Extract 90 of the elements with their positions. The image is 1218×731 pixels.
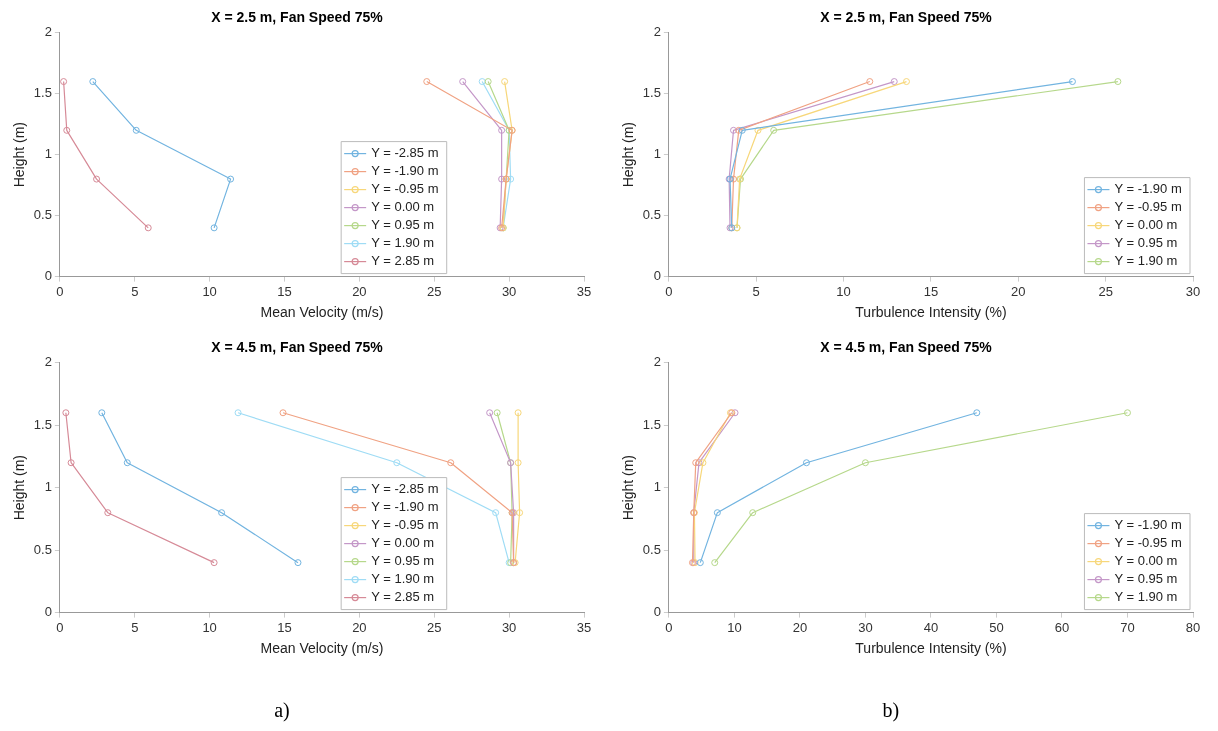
y-tick-label: 0.5 <box>642 541 661 557</box>
x-tick-label: 20 <box>352 283 367 299</box>
x-tick-label: 40 <box>923 619 939 635</box>
y-tick-label: 0 <box>44 604 52 620</box>
x-tick-label: 5 <box>131 283 139 299</box>
x-tick-label: 30 <box>858 619 873 635</box>
legend-label: Y = -1.90 m <box>371 163 439 179</box>
x-tick-label: 20 <box>352 619 367 635</box>
x-tick-label: 0 <box>56 283 64 299</box>
legend-label: Y = -0.95 m <box>1114 535 1182 551</box>
y-axis-title: Height (m) <box>620 122 637 188</box>
x-tick-label: 25 <box>1098 283 1113 299</box>
x-tick-label: 10 <box>727 619 742 635</box>
y-tick-label: 0 <box>653 268 661 284</box>
x-tick-label: 5 <box>131 619 139 635</box>
text: a) <box>274 699 290 723</box>
legend-label: Y = 1.90 m <box>371 235 435 251</box>
y-axis-title: Height (m) <box>11 122 28 188</box>
x-tick-label: 0 <box>665 619 673 635</box>
x-tick-label: 35 <box>576 283 592 299</box>
legend-label: Y = 0.00 m <box>371 199 435 215</box>
x-tick-label: 10 <box>836 283 851 299</box>
legend-label: Y = 0.00 m <box>1114 217 1178 233</box>
x-axis-title: Turbulence Intensity (%) <box>855 640 1007 657</box>
x-axis-title: Mean Velocity (m/s) <box>260 640 384 657</box>
chart-title: X = 4.5 m, Fan Speed 75% <box>820 339 993 356</box>
chart-title: X = 2.5 m, Fan Speed 75% <box>211 9 384 26</box>
x-tick-label: 20 <box>1011 283 1026 299</box>
legend-label: Y = -0.95 m <box>1114 199 1182 215</box>
legend-label: Y = 0.00 m <box>1114 553 1178 569</box>
legend-label: Y = 0.00 m <box>371 535 435 551</box>
y-tick-label: 1.5 <box>642 85 661 101</box>
y-tick-label: 1 <box>44 146 52 162</box>
legend-label: Y = 0.95 m <box>371 553 435 569</box>
x-axis-title: Turbulence Intensity (%) <box>855 304 1007 321</box>
legend-label: Y = 1.90 m <box>1114 589 1178 605</box>
legend-label: Y = 1.90 m <box>1114 253 1178 269</box>
legend-label: Y = -2.85 m <box>371 145 439 161</box>
x-tick-label: 25 <box>427 619 442 635</box>
x-tick-label: 50 <box>989 619 1004 635</box>
y-tick-label: 2 <box>44 354 52 370</box>
y-tick-label: 1 <box>653 146 661 162</box>
x-tick-label: 10 <box>202 283 217 299</box>
x-tick-label: 25 <box>427 283 442 299</box>
y-axis-title: Height (m) <box>620 455 637 521</box>
legend-label: Y = 0.95 m <box>1114 235 1178 251</box>
y-tick-label: 2 <box>653 24 661 40</box>
y-tick-label: 0 <box>44 268 52 284</box>
x-tick-label: 5 <box>752 283 760 299</box>
y-tick-label: 1.5 <box>33 416 52 432</box>
x-tick-label: 15 <box>277 283 292 299</box>
y-tick-label: 0 <box>653 604 661 620</box>
y-tick-label: 1 <box>44 479 52 495</box>
x-tick-label: 0 <box>56 619 64 635</box>
y-tick-label: 1.5 <box>33 85 52 101</box>
chart-title: X = 2.5 m, Fan Speed 75% <box>820 9 993 26</box>
x-tick-label: 60 <box>1054 619 1070 635</box>
y-tick-label: 2 <box>653 354 661 370</box>
legend-label: Y = -2.85 m <box>371 481 439 497</box>
legend-label: Y = -1.90 m <box>1114 181 1182 197</box>
y-tick-label: 0.5 <box>33 541 52 557</box>
x-tick-label: 20 <box>792 619 808 635</box>
legend-label: Y = -1.90 m <box>1114 517 1182 533</box>
legend-label: Y = -0.95 m <box>371 517 439 533</box>
x-tick-label: 80 <box>1185 619 1201 635</box>
x-axis-title: Mean Velocity (m/s) <box>260 304 384 321</box>
y-tick-label: 2 <box>44 24 52 40</box>
legend-label: Y = -0.95 m <box>371 181 439 197</box>
legend-label: Y = 0.95 m <box>1114 571 1178 587</box>
x-tick-label: 35 <box>576 619 592 635</box>
y-tick-label: 1 <box>653 479 661 495</box>
legend-label: Y = -1.90 m <box>371 499 439 515</box>
y-tick-label: 0.5 <box>33 207 52 223</box>
y-tick-label: 1.5 <box>642 416 661 432</box>
x-tick-label: 10 <box>202 619 217 635</box>
legend-label: Y = 0.95 m <box>371 217 435 233</box>
x-tick-label: 30 <box>501 283 517 299</box>
legend-label: Y = 1.90 m <box>371 571 435 587</box>
y-axis-title: Height (m) <box>11 455 28 521</box>
x-tick-label: 15 <box>923 283 939 299</box>
x-tick-label: 0 <box>665 283 673 299</box>
text: b) <box>882 699 900 723</box>
x-tick-label: 70 <box>1120 619 1135 635</box>
x-tick-label: 30 <box>1185 283 1201 299</box>
x-tick-label: 30 <box>501 619 517 635</box>
legend-label: Y = 2.85 m <box>371 589 435 605</box>
y-tick-label: 0.5 <box>642 207 661 223</box>
x-tick-label: 15 <box>277 619 292 635</box>
legend-label: Y = 2.85 m <box>371 253 435 269</box>
chart-title: X = 4.5 m, Fan Speed 75% <box>211 339 384 356</box>
